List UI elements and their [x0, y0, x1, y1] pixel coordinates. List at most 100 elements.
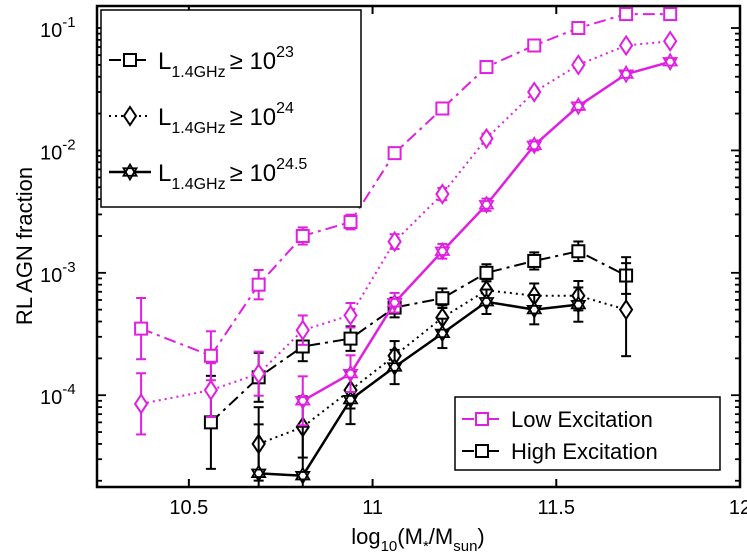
series-line [210, 250, 627, 424]
data-point [663, 7, 678, 22]
data-point [435, 291, 450, 306]
y-tick-label: 10-2 [40, 136, 76, 164]
y-axis-label: RL AGN fraction [12, 167, 37, 325]
data-point [342, 390, 359, 409]
data-point [434, 324, 451, 343]
data-point-tri-b [434, 328, 451, 343]
y-tick-label: 10-4 [40, 381, 76, 409]
data-point [479, 127, 494, 150]
data-point [478, 195, 495, 215]
data-point-tri-b [250, 468, 267, 483]
data-point [570, 295, 587, 314]
legend-label-sup: 24 [276, 100, 294, 117]
x-axis-label-part: 10 [381, 538, 398, 555]
legend-label: L1.4GHz ≥ 1024 [158, 100, 294, 137]
legend-entry: L1.4GHz ≥ 1023 [109, 44, 294, 81]
y-tick-base: 10 [40, 387, 62, 409]
data-point [294, 391, 311, 411]
data-point [527, 38, 542, 53]
data-point [134, 321, 149, 336]
data-point [435, 101, 450, 116]
legend-label: High Excitation [511, 439, 658, 464]
x-axis-label-part: (M [397, 524, 423, 549]
data-point [479, 60, 494, 75]
x-axis-label-part: sun [453, 538, 477, 555]
data-point-tri-b [526, 305, 543, 319]
series-layer [133, 7, 679, 487]
y-tick-base: 10 [40, 20, 62, 42]
data-point-tri-b [342, 394, 359, 409]
legend-entry: High Excitation [462, 439, 658, 464]
legend-label-sub: 1.4GHz [171, 64, 225, 81]
legend-label-sup: 24.5 [276, 156, 307, 173]
data-point-tri-b [526, 140, 543, 155]
data-point [570, 96, 587, 116]
data-point [295, 228, 310, 243]
data-point [295, 319, 310, 341]
legend-marker [121, 162, 139, 182]
y-tick-exp: -4 [62, 381, 75, 398]
legend-entry: L1.4GHz ≥ 1024 [109, 100, 294, 137]
plot-frame [95, 4, 742, 489]
x-tick-label: 12 [729, 497, 747, 519]
data-point [527, 253, 542, 268]
y-tick-exp: -3 [62, 259, 75, 276]
data-point-tri-b [386, 298, 403, 312]
data-point [526, 136, 543, 155]
y-tick-base: 10 [40, 265, 62, 287]
data-point [203, 348, 218, 363]
legend-label-base: L [158, 104, 171, 131]
data-point-tri-b [478, 200, 495, 215]
data-point [618, 64, 635, 84]
data-point-tri-b [618, 69, 635, 84]
data-point-tri-b [570, 101, 587, 116]
y-tick-base: 10 [40, 142, 62, 164]
y-tick-exp: -2 [62, 136, 75, 153]
x-axis-label-part: * [423, 538, 429, 555]
legend-excitation-box [454, 396, 721, 471]
data-point [662, 30, 678, 53]
legend-marker [122, 105, 138, 127]
legend-label-rel: ≥ 10 [230, 104, 277, 131]
data-point [387, 146, 402, 161]
data-point-tri-b [478, 297, 495, 312]
data-point [571, 21, 586, 36]
legend-label: L1.4GHz ≥ 1023 [158, 44, 294, 81]
data-point-tri-b [294, 396, 311, 411]
data-point-tri-b [342, 368, 359, 383]
data-point [203, 379, 219, 401]
legend-label: Low Excitation [511, 407, 653, 432]
x-tick-label: 11 [362, 497, 383, 519]
data-point-tri-b [386, 362, 403, 377]
legend-label-rel: ≥ 10 [230, 160, 277, 187]
legend-label-base: L [158, 48, 171, 75]
data-point [343, 215, 358, 230]
data-point [343, 304, 358, 327]
x-axis-label-part: log [351, 524, 380, 549]
data-point [479, 265, 494, 280]
data-point [618, 298, 634, 321]
series-low-diamond [133, 30, 678, 436]
x-axis-label: log10(M*/Msun) [351, 524, 485, 555]
data-point [386, 357, 403, 377]
data-point [386, 293, 403, 312]
data-point [662, 52, 679, 72]
data-point [343, 331, 358, 346]
axes-layer: 10.5 11 11.5 1210-110-210-310-4log10(M*/Msu… [12, 4, 747, 555]
legend-marker [475, 444, 489, 458]
legend-excitation: Low Excitation High Excitation [454, 396, 721, 471]
data-point [619, 7, 634, 22]
legend-marker-tri-b [121, 167, 139, 182]
legend-marker [123, 53, 137, 67]
data-point-tri-b [662, 57, 679, 72]
x-tick-label: 11.5 [538, 497, 575, 519]
series-line [258, 289, 627, 445]
data-point [526, 300, 543, 319]
x-axis-label-part: ) [477, 524, 484, 549]
data-point [250, 464, 267, 483]
data-point [478, 292, 495, 312]
data-point-tri-b [434, 246, 451, 261]
